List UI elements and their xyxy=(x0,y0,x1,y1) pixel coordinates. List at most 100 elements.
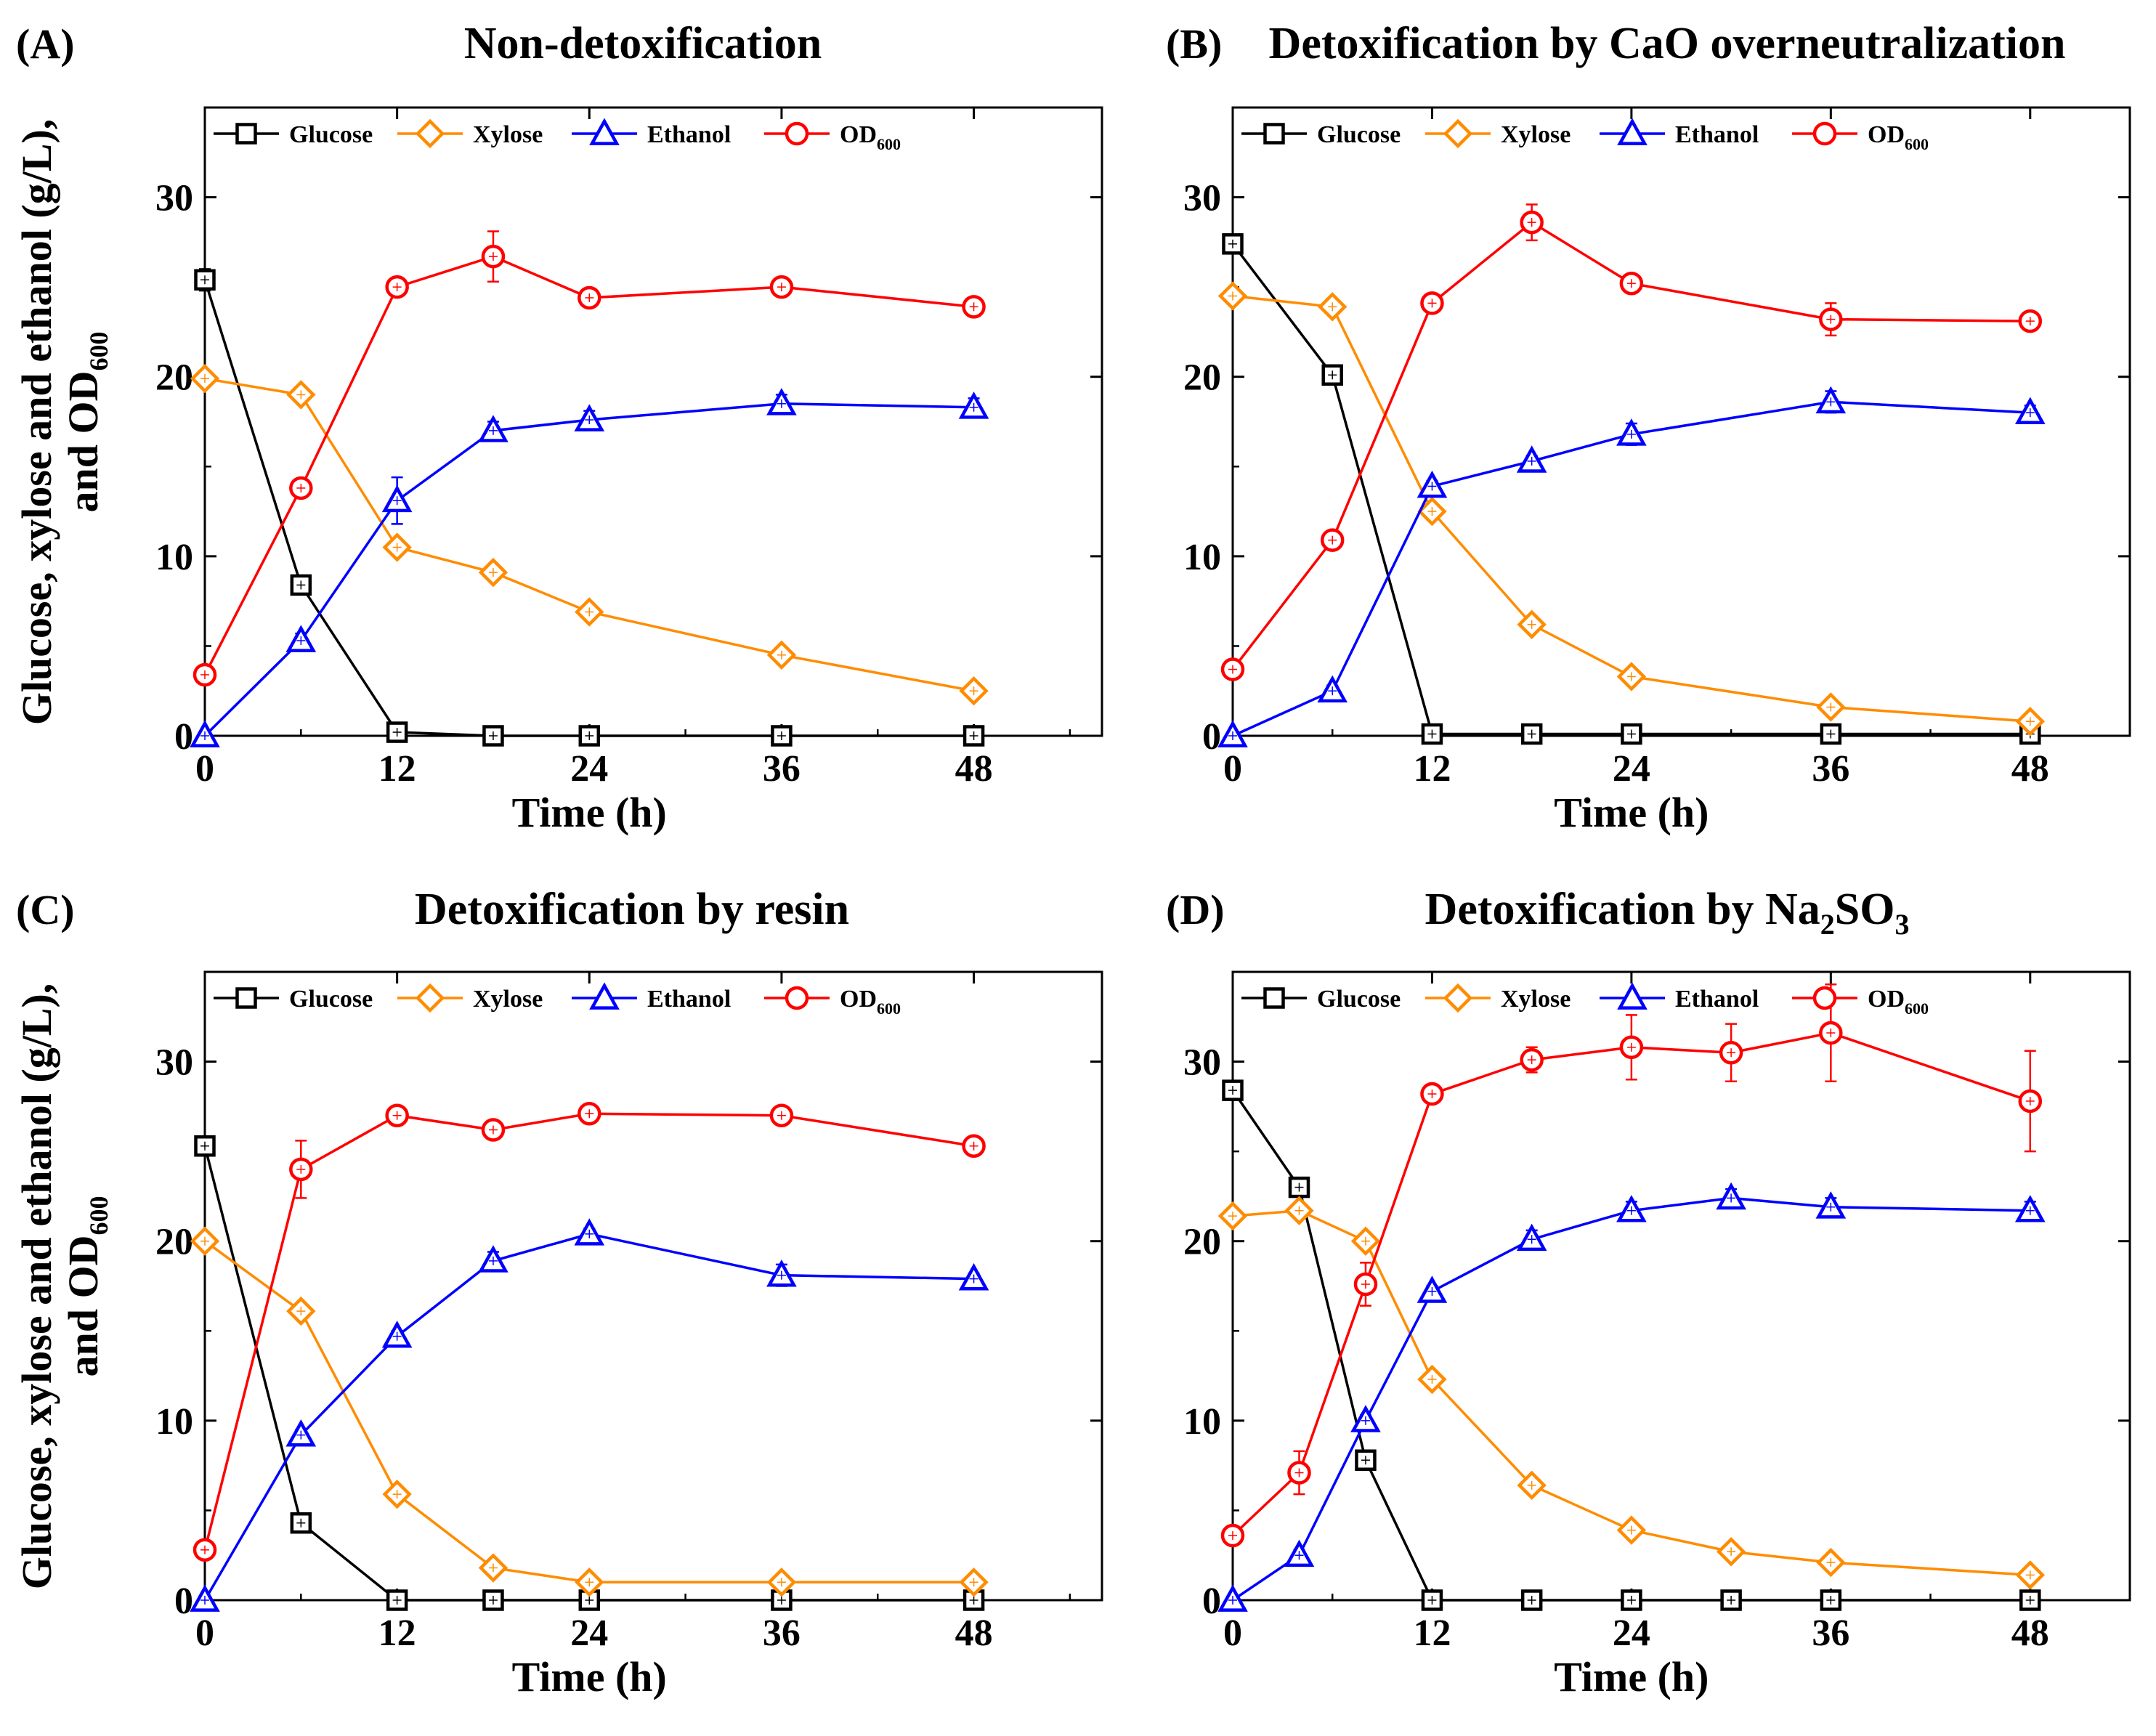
data-point-glucose xyxy=(194,1135,216,1157)
y-tick-label: 0 xyxy=(174,1581,193,1622)
x-tick-label: 24 xyxy=(570,1613,608,1654)
legend-marker-xylose xyxy=(415,983,445,1013)
x-tick-label: 0 xyxy=(195,1613,214,1654)
legend-label-text: Ethanol xyxy=(1675,121,1759,148)
legend: Glucose Xylose Ethanol OD600 xyxy=(214,118,901,153)
legend-marker-xylose xyxy=(1443,983,1473,1013)
legend-item-glucose: Glucose xyxy=(1241,121,1401,148)
legend-label-text: Glucose xyxy=(289,121,373,148)
legend-marker-od xyxy=(1812,121,1837,146)
y-tick-label: 20 xyxy=(1183,1222,1221,1263)
x-tick-label: 12 xyxy=(378,748,416,790)
series-od xyxy=(192,230,986,687)
panel-title: Detoxification by resin xyxy=(415,885,849,934)
panel-title: Detoxification by CaO overneutralization xyxy=(1269,19,2066,68)
x-axis-title: Time (h) xyxy=(1554,789,1709,836)
plot-frame xyxy=(203,106,1103,737)
series-od xyxy=(1220,203,2043,681)
legend-label-glucose: Glucose xyxy=(289,986,373,1013)
series-ethanol xyxy=(1217,386,2046,747)
series-od xyxy=(1220,983,2043,1548)
x-tick-label: 48 xyxy=(955,748,993,790)
legend-marker-od xyxy=(785,986,809,1010)
x-tick-label: 24 xyxy=(1613,748,1650,790)
y-tick-label: 20 xyxy=(155,1222,193,1263)
legend-item-glucose: Glucose xyxy=(214,986,373,1013)
legend-item-od: OD600 xyxy=(1792,121,1929,153)
legend: Glucose Xylose Ethanol OD600 xyxy=(1241,118,1929,153)
legend-label-text: Ethanol xyxy=(647,121,731,148)
x-tick-label: 24 xyxy=(570,748,608,790)
y-axis-title-text: and OD xyxy=(60,1235,107,1376)
legend-marker-xylose xyxy=(415,118,445,149)
legend-label-text: Xylose xyxy=(1501,121,1571,148)
legend-item-ethanol: Ethanol xyxy=(1600,982,1759,1013)
legend-label-xylose: Xylose xyxy=(1501,986,1571,1013)
series-glucose xyxy=(194,1135,985,1611)
legend-marker-glucose xyxy=(235,987,257,1009)
y-tick-label: 30 xyxy=(155,1042,193,1084)
y-tick-label: 0 xyxy=(174,716,193,758)
legend-item-xylose: Xylose xyxy=(1425,983,1571,1013)
legend-label-text: OD xyxy=(1868,986,1905,1013)
series-line-od xyxy=(1231,1031,2031,1537)
x-tick-label: 0 xyxy=(195,748,214,790)
chart-panel-b: (B) Detoxification by CaO overneutralizat… xyxy=(1166,19,2131,836)
series-xylose xyxy=(190,1226,989,1597)
legend-marker-glucose xyxy=(235,123,257,145)
legend-marker-od xyxy=(785,121,809,146)
y-axis-title-subscript: 600 xyxy=(84,1196,113,1235)
legend-label-glucose: Glucose xyxy=(1317,121,1401,148)
legend-label-od: OD600 xyxy=(840,986,901,1018)
legend-label-ethanol: Ethanol xyxy=(1675,121,1759,148)
chart-panel-c: (C) Detoxification by resin 0 12 24 36 48 0 10 20… xyxy=(16,885,1103,1700)
legend-label-subscript: 600 xyxy=(1905,999,1929,1018)
legend-label-subscript: 600 xyxy=(877,999,901,1018)
x-tick-label: 36 xyxy=(763,748,801,790)
y-axis-title-line2: and OD600 xyxy=(60,331,113,512)
panel-title-main: Detoxification by CaO overneutralization xyxy=(1269,19,2066,68)
x-tick-label: 48 xyxy=(2011,748,2049,790)
legend-label-text: Xylose xyxy=(473,121,543,148)
series-ethanol xyxy=(190,1218,989,1612)
panel-title-subscript: 3 xyxy=(1894,908,1909,941)
legend-label-text: OD xyxy=(840,986,877,1013)
x-tick-label: 24 xyxy=(1613,1613,1650,1654)
legend-label-ethanol: Ethanol xyxy=(1675,986,1759,1013)
data-point-glucose xyxy=(386,721,408,743)
x-tick-label: 36 xyxy=(1812,1613,1849,1654)
legend-label-xylose: Xylose xyxy=(473,121,543,148)
series-glucose xyxy=(1222,233,2041,745)
x-tick-label: 12 xyxy=(378,1613,416,1654)
series-xylose xyxy=(190,364,989,706)
legend-label-text: Glucose xyxy=(289,986,373,1013)
legend-item-ethanol: Ethanol xyxy=(1600,118,1759,148)
panel-title-subscript: 2 xyxy=(1820,908,1835,941)
x-axis-title: Time (h) xyxy=(512,789,667,836)
y-axis-title-text: and OD xyxy=(60,370,107,512)
x-tick-label: 12 xyxy=(1413,748,1451,790)
legend-item-ethanol: Ethanol xyxy=(572,982,731,1013)
data-point-glucose xyxy=(1222,233,1244,255)
y-tick-label: 30 xyxy=(155,178,193,219)
legend-item-ethanol: Ethanol xyxy=(572,118,731,148)
series-od xyxy=(192,1101,986,1562)
x-axis-title: Time (h) xyxy=(1554,1653,1709,1700)
legend-label-ethanol: Ethanol xyxy=(647,121,731,148)
legend-marker-ethanol xyxy=(1617,118,1648,145)
series-glucose xyxy=(194,268,985,747)
y-tick-label: 0 xyxy=(1202,716,1221,758)
legend: Glucose Xylose Ethanol OD600 xyxy=(214,982,901,1018)
legend-item-glucose: Glucose xyxy=(1241,986,1401,1013)
data-point-glucose xyxy=(1520,723,1543,745)
series-xylose xyxy=(1217,281,2045,737)
x-axis-title: Time (h) xyxy=(512,1653,667,1700)
legend-item-od: OD600 xyxy=(764,121,901,153)
series-ethanol xyxy=(1217,1182,2046,1612)
y-tick-label: 10 xyxy=(1183,1401,1221,1443)
legend-marker-ethanol xyxy=(589,118,620,145)
y-tick-label: 10 xyxy=(1183,537,1221,578)
x-tick-label: 48 xyxy=(2011,1613,2049,1654)
panel-label: (C) xyxy=(16,886,75,933)
